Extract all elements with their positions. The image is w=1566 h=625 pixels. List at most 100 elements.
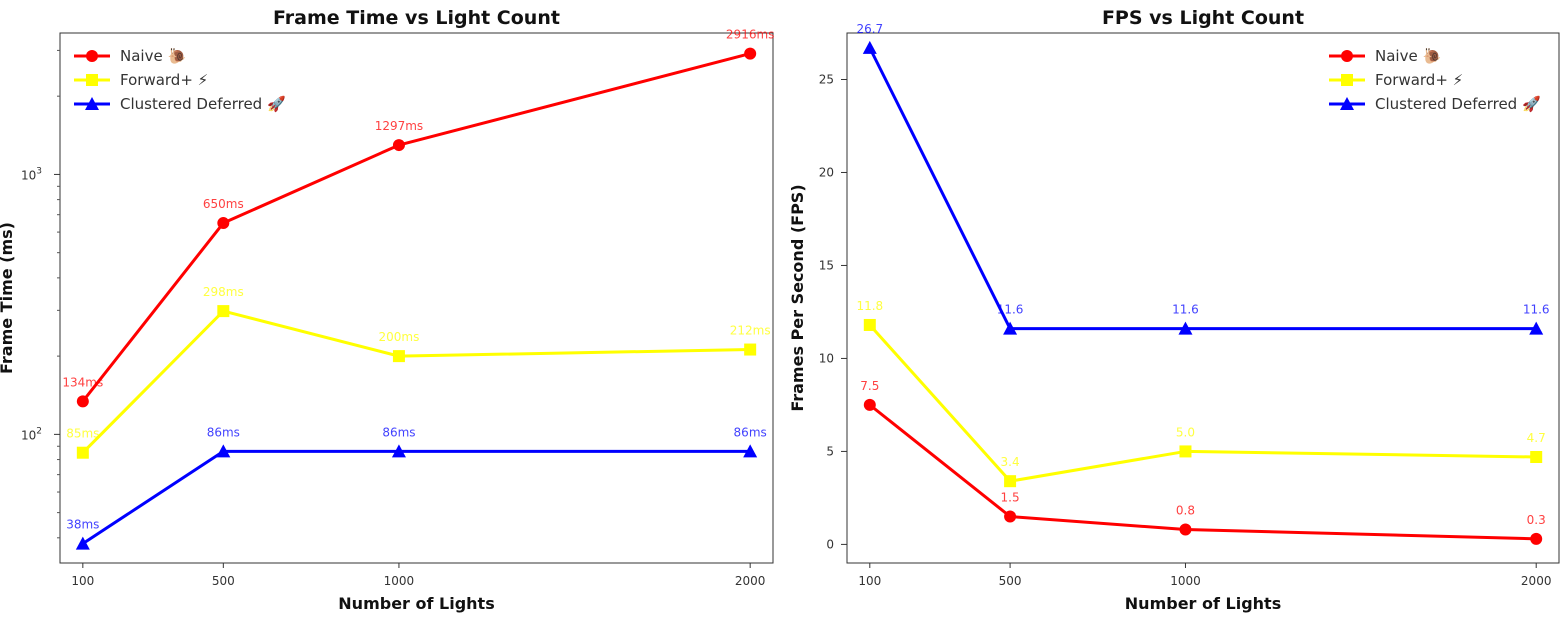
left-data-point (392, 350, 405, 363)
left-data-point (217, 305, 230, 318)
left-data-label: 650ms (203, 197, 244, 211)
left-legend-swatch-marker (86, 50, 98, 62)
left-data-label: 38ms (66, 518, 99, 532)
right-data-label: 3.4 (1001, 455, 1020, 469)
right-legend-label: Forward+ ⚡ (1375, 71, 1463, 89)
right-legend-swatch-marker (1341, 74, 1353, 86)
left-legend-label: Naive 🐌 (120, 47, 186, 65)
right-legend-label: Clustered Deferred 🚀 (1375, 95, 1541, 113)
left-y-tick-exp: 2 (36, 426, 42, 436)
left-series-line (82, 449, 751, 545)
left-data-label: 2916ms (726, 28, 774, 42)
left-data-label: 86ms (382, 425, 415, 439)
left-y-axis-label: Frame Time (ms) (0, 222, 16, 374)
right-series-2: 26.7 11.6 11.6 11.6 (856, 22, 1550, 335)
right-data-label: 5.0 (1176, 425, 1195, 439)
left-data-point (76, 395, 89, 408)
left-data-point (76, 446, 89, 459)
left-plot-frame (59, 32, 774, 564)
right-data-label: 11.6 (1172, 303, 1199, 317)
right-series-1: 11.8 3.4 5.0 4.7 (856, 299, 1546, 488)
left-data-point (391, 444, 406, 458)
left-data-point (216, 444, 231, 458)
left-series-line (81, 52, 751, 403)
right-x-tick-label: 1000 (1170, 574, 1201, 588)
right-series-line (868, 323, 1537, 483)
right-data-label: 0.8 (1176, 504, 1195, 518)
right-chart-title: FPS vs Light Count (1102, 7, 1304, 29)
right-data-point (1178, 321, 1193, 335)
right-data-point (1179, 445, 1192, 458)
right-legend-swatch-marker (1341, 50, 1353, 62)
left-chart-title: Frame Time vs Light Count (273, 7, 560, 29)
right-data-label: 1.5 (1001, 491, 1020, 505)
left-data-label: 1297ms (375, 119, 423, 133)
left-data-point (744, 343, 757, 356)
right-data-label: 11.8 (856, 299, 883, 313)
right-plot-frame (846, 32, 1560, 564)
left-y-tick-base: 10 (21, 168, 36, 182)
left-data-point (743, 444, 758, 458)
left-data-label: 86ms (207, 425, 240, 439)
left-series-0: 134ms 650ms 1297ms 2916ms (62, 28, 774, 408)
left-legend-label: Forward+ ⚡ (120, 71, 208, 89)
right-data-label: 26.7 (856, 22, 883, 36)
left-x-tick-label: 100 (71, 574, 94, 588)
left-legend-swatch-marker (86, 74, 98, 86)
right-data-label: 0.3 (1527, 513, 1546, 527)
left-data-point (744, 47, 757, 60)
right-y-tick-label: 5 (826, 444, 834, 458)
right-data-point (863, 318, 876, 331)
right-data-point (1530, 532, 1543, 545)
right-legend: Naive 🐌 Forward+ ⚡ Clustered Deferred 🚀 (1329, 47, 1541, 113)
left-y-tick-label: 102 (21, 426, 42, 442)
right-x-tick-label: 100 (858, 574, 881, 588)
left-x-tick-label: 500 (212, 574, 235, 588)
left-x-tick-label: 2000 (735, 574, 766, 588)
left-y-tick-label: 103 (21, 166, 42, 182)
left-legend-swatch-marker (85, 97, 99, 110)
right-x-tick-label: 2000 (1521, 574, 1552, 588)
left-x-tick-label: 1000 (384, 574, 415, 588)
left-data-point (392, 139, 405, 152)
right-series-0: 7.5 1.5 0.8 0.3 (860, 379, 1546, 545)
right-y-tick-label: 10 (819, 351, 834, 365)
left-y-tick-base: 10 (21, 428, 36, 442)
right-chart: FPS vs Light Count Number of Lights Frames… (788, 7, 1560, 613)
right-data-point (1530, 451, 1543, 463)
right-data-point (1004, 510, 1017, 523)
left-data-label: 212ms (730, 324, 771, 338)
right-legend-label: Naive 🐌 (1375, 47, 1441, 65)
left-data-label: 134ms (62, 375, 103, 389)
left-data-label: 85ms (66, 427, 99, 441)
right-data-point (862, 40, 877, 54)
left-y-tick-exp: 3 (36, 166, 42, 176)
right-x-axis-label: Number of Lights (1125, 594, 1281, 613)
right-data-point (1529, 321, 1544, 335)
left-legend: Naive 🐌 Forward+ ⚡ Clustered Deferred 🚀 (74, 47, 286, 113)
left-x-axis-label: Number of Lights (338, 594, 494, 613)
right-x-tick-label: 500 (999, 574, 1022, 588)
left-series-1: 85ms 298ms 200ms 212ms (66, 285, 771, 459)
left-data-label: 86ms (734, 425, 767, 439)
right-data-point (863, 398, 876, 411)
left-data-label: 298ms (203, 285, 244, 299)
left-chart: Frame Time vs Light Count Number of Light… (0, 7, 774, 613)
right-data-label: 11.6 (997, 303, 1024, 317)
right-data-label: 11.6 (1523, 303, 1550, 317)
right-y-tick-label: 20 (819, 165, 834, 179)
left-series-2: 38ms 86ms 86ms 86ms (66, 425, 767, 550)
left-data-point (217, 217, 230, 230)
right-data-label: 7.5 (860, 379, 879, 393)
right-data-point (1004, 475, 1017, 488)
right-y-tick-label: 0 (826, 537, 834, 551)
right-y-axis-label: Frames Per Second (FPS) (788, 184, 807, 411)
right-series-line (868, 47, 1537, 331)
right-y-tick-label: 25 (819, 72, 834, 86)
right-data-label: 4.7 (1527, 431, 1546, 445)
right-data-point (1003, 321, 1018, 335)
left-legend-label: Clustered Deferred 🚀 (120, 95, 286, 113)
left-data-label: 200ms (379, 330, 420, 344)
